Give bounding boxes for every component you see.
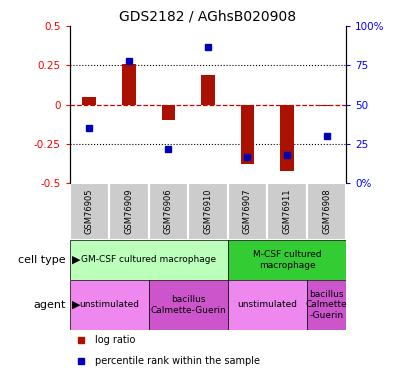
Bar	[307, 183, 346, 240]
Text: GM-CSF cultured macrophage: GM-CSF cultured macrophage	[81, 255, 216, 264]
Text: GSM76906: GSM76906	[164, 189, 173, 234]
Text: cell type: cell type	[18, 255, 66, 265]
Text: GSM76908: GSM76908	[322, 189, 331, 234]
Text: agent: agent	[33, 300, 66, 310]
Text: GSM76910: GSM76910	[203, 189, 213, 234]
Bar	[228, 240, 346, 280]
Bar	[228, 280, 307, 330]
Bar	[201, 75, 215, 105]
Bar	[162, 105, 176, 120]
Text: unstimulated: unstimulated	[237, 300, 297, 309]
Text: bacillus
Calmette-Guerin: bacillus Calmette-Guerin	[150, 295, 226, 315]
Text: log ratio: log ratio	[95, 335, 135, 345]
Text: M-CSF cultured
macrophage: M-CSF cultured macrophage	[253, 250, 321, 270]
Bar	[109, 183, 149, 240]
Bar	[70, 183, 109, 240]
Text: bacillus
Calmette
-Guerin: bacillus Calmette -Guerin	[306, 290, 347, 320]
Bar	[320, 105, 334, 106]
Bar	[70, 280, 149, 330]
Bar	[280, 105, 294, 171]
Text: percentile rank within the sample: percentile rank within the sample	[95, 356, 259, 366]
Bar	[267, 183, 307, 240]
Text: GSM76907: GSM76907	[243, 189, 252, 234]
Bar	[70, 240, 228, 280]
Text: GSM76905: GSM76905	[85, 189, 94, 234]
Title: GDS2182 / AGhsB020908: GDS2182 / AGhsB020908	[119, 10, 297, 24]
Bar	[307, 280, 346, 330]
Text: GSM76911: GSM76911	[283, 189, 291, 234]
Bar	[149, 280, 228, 330]
Bar	[82, 97, 96, 105]
Bar	[240, 105, 254, 164]
Bar	[188, 183, 228, 240]
Text: GSM76909: GSM76909	[125, 189, 133, 234]
Text: ▶: ▶	[72, 255, 80, 265]
Text: unstimulated: unstimulated	[79, 300, 139, 309]
Bar	[228, 183, 267, 240]
Bar	[149, 183, 188, 240]
Text: ▶: ▶	[72, 300, 80, 310]
Bar	[122, 64, 136, 105]
